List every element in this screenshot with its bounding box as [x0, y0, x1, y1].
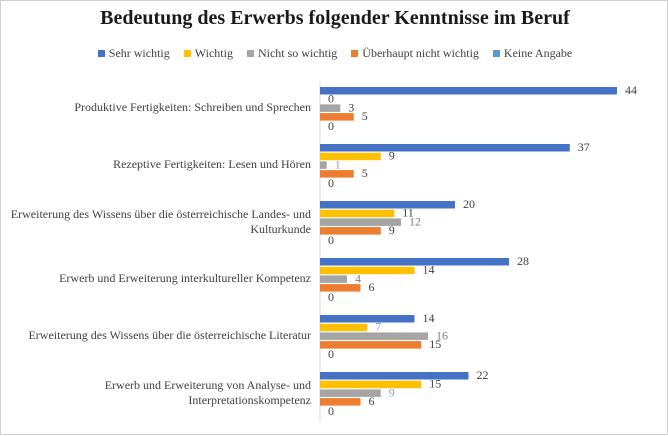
bar	[320, 380, 422, 389]
legend-swatch	[351, 50, 359, 57]
legend-item: Keine Angabe	[492, 46, 573, 61]
data-label: 22	[477, 368, 489, 382]
legend-item: Nicht so wichtig	[246, 46, 338, 61]
data-label: 0	[328, 92, 334, 106]
data-label: 44	[625, 83, 637, 97]
legend-item: Sehr wichtig	[97, 46, 170, 61]
data-label: 15	[429, 377, 441, 391]
bar	[320, 372, 469, 380]
bar	[320, 152, 381, 161]
data-label: 14	[423, 263, 435, 277]
bar	[320, 332, 428, 340]
legend-label: Wichtig	[194, 46, 233, 60]
data-label: 12	[409, 214, 421, 228]
data-label: 0	[328, 404, 334, 418]
data-label: 6	[369, 280, 375, 294]
data-label: 9	[389, 223, 395, 237]
category-label: Erweiterung des Wissens über die österre…	[10, 207, 311, 237]
bar	[320, 323, 368, 332]
bar	[320, 275, 347, 283]
legend-swatch	[183, 50, 191, 57]
bar	[320, 161, 327, 169]
category-label: Erwerb und Erweiterung interkultureller …	[59, 271, 311, 286]
data-label: 5	[362, 166, 368, 180]
category-label: Produktive Fertigkeiten: Schreiben und S…	[74, 100, 311, 115]
bar	[320, 104, 341, 112]
legend-label: Nicht so wichtig	[257, 46, 338, 60]
category-label: Erweiterung des Wissens über die österre…	[28, 328, 311, 343]
bar	[320, 170, 354, 178]
data-label: 6	[369, 394, 375, 408]
chart-title: Bedeutung des Erwerbs folgender Kenntnis…	[100, 7, 570, 29]
bar	[320, 144, 570, 152]
data-label: 9	[389, 149, 395, 163]
bar	[320, 113, 354, 121]
data-label: 1	[335, 157, 341, 171]
legend-label: Keine Angabe	[503, 46, 573, 60]
bar	[320, 315, 415, 323]
bar	[320, 341, 422, 349]
data-label: 37	[578, 140, 590, 154]
bar	[320, 258, 509, 266]
data-label: 11	[402, 206, 414, 220]
data-label: 0	[328, 347, 334, 361]
data-label: 9	[389, 385, 395, 399]
data-label: 28	[517, 254, 529, 268]
data-label: 0	[328, 119, 334, 133]
data-label: 20	[463, 197, 475, 211]
bar	[320, 201, 455, 209]
data-label: 16	[436, 328, 448, 342]
bar	[320, 218, 401, 226]
bar	[320, 284, 361, 292]
legend-swatch	[492, 50, 500, 57]
data-label: 0	[328, 176, 334, 190]
data-label: 7	[375, 320, 381, 334]
category-label: Rezeptive Fertigkeiten: Lesen und Hören	[113, 157, 311, 172]
data-label: 4	[355, 271, 361, 285]
legend-item: Überhaupt nicht wichtig	[351, 46, 479, 61]
bar	[320, 209, 395, 218]
data-label: 5	[362, 109, 368, 123]
legend-label: Sehr wichtig	[108, 46, 170, 60]
legend: Sehr wichtig Wichtig Nicht so wichtig Überh…	[1, 46, 668, 61]
bar	[320, 87, 617, 95]
legend-swatch	[246, 50, 254, 57]
data-label: 15	[429, 337, 441, 351]
data-label: 3	[348, 100, 354, 114]
data-label: 14	[423, 311, 435, 325]
legend-label: Überhaupt nicht wichtig	[362, 46, 479, 60]
legend-item: Wichtig	[183, 46, 233, 61]
bar	[320, 266, 415, 275]
bar	[320, 389, 381, 397]
bar	[320, 227, 381, 235]
data-label: 0	[328, 233, 334, 247]
category-label: Erwerb und Erweiterung von Analyse- und …	[104, 378, 311, 408]
bar	[320, 398, 361, 406]
data-label: 0	[328, 290, 334, 304]
legend-swatch	[97, 50, 105, 57]
